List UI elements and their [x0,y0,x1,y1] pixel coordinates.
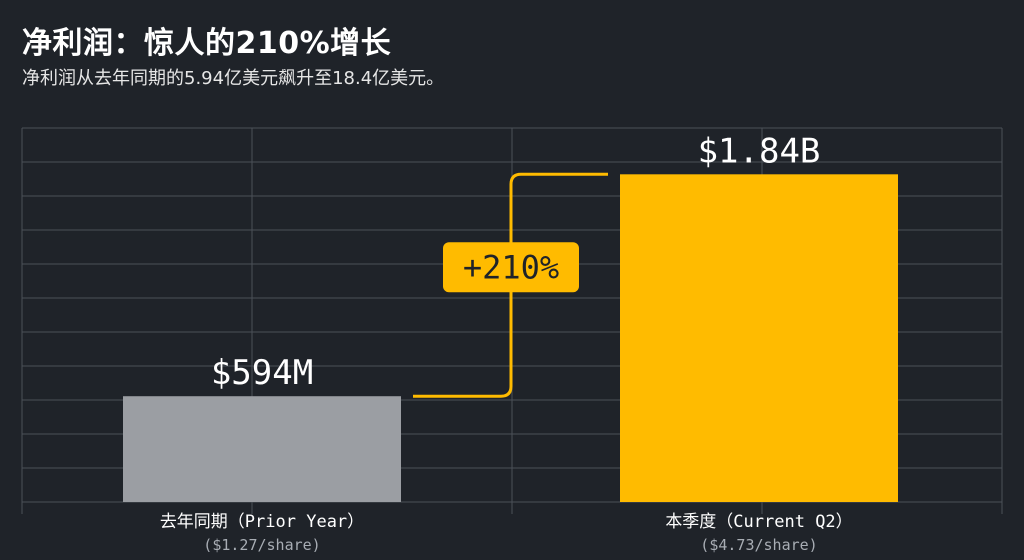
growth-badge-text: +210% [463,248,559,286]
bar-current-q2 [620,174,898,503]
chart-bars [123,174,898,503]
bar-prior-year [123,396,401,502]
x-tick-label: 本季度（Current Q2） [665,512,852,532]
value-label: $594M [211,353,313,393]
value-label: $1.84B [698,131,821,171]
chart-title: 净利润：惊人的210%增长 [22,26,392,61]
growth-badge: +210% [443,242,579,293]
chart-labels: $594M 去年同期（Prior Year） ($1.27/share) $1.84B… [160,131,853,554]
growth-badge-box [443,242,579,293]
x-tick-sublabel: ($1.27/share) [203,536,320,554]
chart-subtitle: 净利润从去年同期的5.94亿美元飙升至18.4亿美元。 [22,68,445,89]
x-tick-label: 去年同期（Prior Year） [160,512,364,532]
x-tick-sublabel: ($4.73/share) [700,536,817,554]
